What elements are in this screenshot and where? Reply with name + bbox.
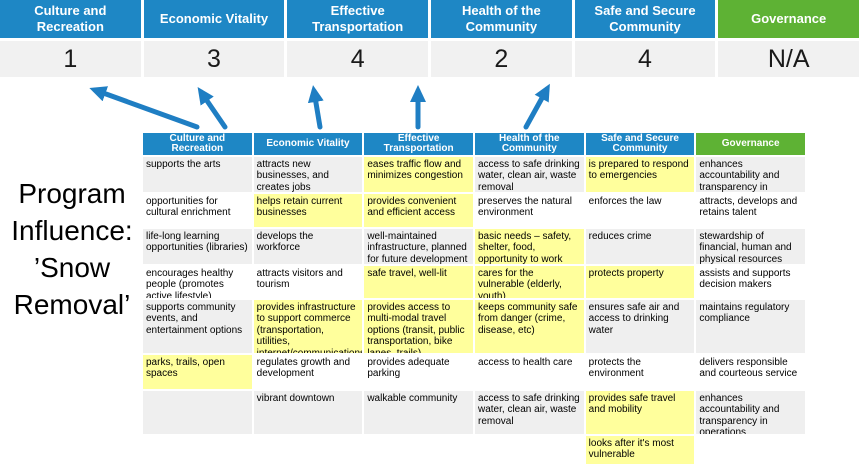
influence-matrix-table: Culture and Recreation Economic Vitality E… xyxy=(143,133,805,464)
matrix-cell-r4-c5: protects property xyxy=(585,266,695,298)
matrix-cell-r5-c2: provides infrastructure to support comme… xyxy=(253,300,363,353)
matrix-cell-r3-c3: well-maintained infrastructure, planned … xyxy=(364,229,473,264)
pillar-score-effective-transportation: 4 xyxy=(287,41,428,77)
matrix-cell-r5-c1: supports community events, and entertain… xyxy=(143,300,252,353)
matrix-cell-r5-c6: maintains regulatory compliance xyxy=(696,300,805,353)
matrix-cell-r1-c3: eases traffic flow and minimizes congest… xyxy=(364,157,473,192)
pillar-header-effective-transportation: Effective Transportation xyxy=(287,0,428,38)
pillar-score-economic-vitality: 3 xyxy=(143,41,285,77)
pillar-score-band: 1 3 4 2 4 N/A xyxy=(0,41,859,77)
arrow-up-icon xyxy=(307,85,324,130)
matrix-cell-r7-c4: access to safe drinking water, clean air… xyxy=(474,391,584,434)
matrix-cell-r4-c3: safe travel, well-lit xyxy=(364,266,473,298)
pillar-header-economic-vitality: Economic Vitality xyxy=(143,0,285,38)
arrow-up-right-icon xyxy=(523,83,550,130)
pillar-score-safe-and-secure-community: 4 xyxy=(574,41,716,77)
matrix-cell-r7-c5: provides safe travel and mobility xyxy=(585,391,695,434)
matrix-cell-r1-c6: enhances accountability and transparency… xyxy=(696,157,805,192)
pillar-header-band: Culture and Recreation Economic Vitality E… xyxy=(0,0,859,38)
pillar-header-culture-and-recreation: Culture and Recreation xyxy=(0,0,141,38)
matrix-cell-r4-c4: cares for the vulnerable (elderly, youth… xyxy=(474,266,584,298)
arrow-up-left-icon xyxy=(197,87,228,130)
matrix-cell-r8-c4 xyxy=(474,436,584,464)
matrix-cell-r5-c4: keeps community safe from danger (crime,… xyxy=(474,300,584,353)
matrix-cell-r6-c6: delivers responsible and courteous servi… xyxy=(696,355,805,389)
matrix-cell-r2-c2: helps retain current businesses xyxy=(253,194,363,227)
pillar-score-health-of-the-community: 2 xyxy=(431,41,572,77)
matrix-header-effective-transportation: Effective Transportation xyxy=(364,133,473,155)
matrix-cell-r3-c5: reduces crime xyxy=(585,229,695,264)
matrix-cell-r2-c3: provides convenient and efficient access xyxy=(364,194,473,227)
matrix-cell-r5-c5: ensures safe air and access to drinking … xyxy=(585,300,695,353)
pillar-header-health-of-the-community: Health of the Community xyxy=(431,0,572,38)
matrix-cell-r6-c5: protects the environment xyxy=(585,355,695,389)
matrix-cell-r7-c6: enhances accountability and transparency… xyxy=(696,391,805,434)
matrix-header-health-of-the-community: Health of the Community xyxy=(474,133,584,155)
pillar-header-safe-and-secure-community: Safe and Secure Community xyxy=(574,0,716,38)
matrix-cell-r6-c2: regulates growth and development xyxy=(253,355,363,389)
matrix-cell-r8-c5: looks after it's most vulnerable xyxy=(585,436,695,464)
matrix-cell-r2-c1: opportunities for cultural enrichment xyxy=(143,194,252,227)
matrix-cell-r6-c1: parks, trails, open spaces xyxy=(143,355,252,389)
matrix-cell-r4-c1: encourages healthy people (promotes acti… xyxy=(143,266,252,298)
matrix-cell-r7-c2: vibrant downtown xyxy=(253,391,363,434)
pillar-score-culture-and-recreation: 1 xyxy=(0,41,141,77)
matrix-cell-r6-c3: provides adequate parking xyxy=(364,355,473,389)
matrix-cell-r2-c6: attracts, develops and retains talent xyxy=(696,194,805,227)
program-influence-label: Program Influence: ’Snow Removal’ xyxy=(11,178,133,320)
matrix-cell-r1-c1: supports the arts xyxy=(143,157,252,192)
matrix-cell-r2-c4: preserves the natural environment xyxy=(474,194,584,227)
matrix-cell-r1-c4: access to safe drinking water, clean air… xyxy=(474,157,584,192)
matrix-cell-r8-c1 xyxy=(143,436,252,464)
matrix-cell-r4-c6: assists and supports decision makers xyxy=(696,266,805,298)
pillar-header-governance: Governance xyxy=(718,0,859,38)
matrix-cell-r1-c5: is prepared to respond to emergencies xyxy=(585,157,695,192)
pillar-score-governance: N/A xyxy=(718,41,859,77)
matrix-cell-r8-c3 xyxy=(364,436,473,464)
matrix-cell-r3-c4: basic needs – safety, shelter, food, opp… xyxy=(474,229,584,264)
matrix-cell-r1-c2: attracts new businesses, and creates job… xyxy=(253,157,363,192)
matrix-cell-r5-c3: provides access to multi-modal travel op… xyxy=(364,300,473,353)
matrix-cell-r4-c2: attracts visitors and tourism xyxy=(253,266,363,298)
matrix-cell-r3-c6: stewardship of financial, human and phys… xyxy=(696,229,805,264)
matrix-header-governance: Governance xyxy=(696,133,805,155)
influence-arrows xyxy=(89,83,550,130)
matrix-cell-r7-c3: walkable community xyxy=(364,391,473,434)
matrix-header-safe-and-secure-community: Safe and Secure Community xyxy=(585,133,695,155)
matrix-cell-r7-c1 xyxy=(143,391,252,434)
matrix-cell-r8-c6 xyxy=(696,436,805,464)
matrix-header-economic-vitality: Economic Vitality xyxy=(253,133,363,155)
matrix-cell-r2-c5: enforces the law xyxy=(585,194,695,227)
arrow-up-left-icon xyxy=(89,86,200,130)
matrix-cell-r3-c1: life-long learning opportunities (librar… xyxy=(143,229,252,264)
matrix-header-culture-and-recreation: Culture and Recreation xyxy=(143,133,252,155)
matrix-cell-r6-c4: access to health care xyxy=(474,355,584,389)
matrix-cell-r3-c2: develops the workforce xyxy=(253,229,363,264)
matrix-cell-r8-c2 xyxy=(253,436,363,464)
